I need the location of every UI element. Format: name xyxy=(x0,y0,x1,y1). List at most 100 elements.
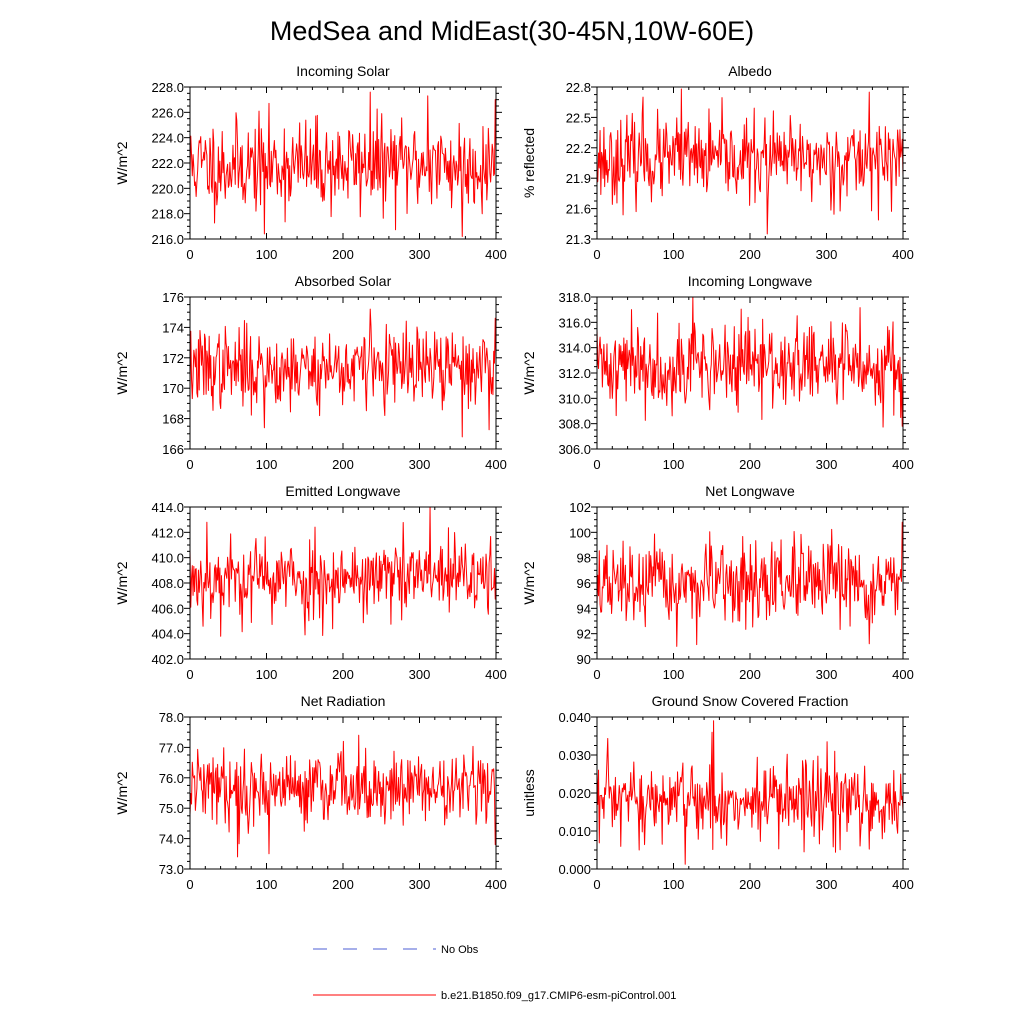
y-tick-label: 98 xyxy=(577,551,591,566)
y-tick-label: 22.2 xyxy=(566,141,591,156)
y-tick-label: 77.0 xyxy=(159,740,184,755)
legend: No Obs b.e21.B1850.f09_g17.CMIP6-esm-piC… xyxy=(313,944,676,1002)
y-tick-label: 0.000 xyxy=(558,862,591,877)
y-tick-label: 308.0 xyxy=(558,417,591,432)
y-tick-label: 218.0 xyxy=(151,207,184,222)
y-tick-label: 21.3 xyxy=(566,232,591,247)
y-tick-label: 176 xyxy=(162,290,184,305)
x-tick-label: 100 xyxy=(663,667,685,682)
y-axis-label: W/m^2 xyxy=(521,351,537,394)
panel-incoming-longwave: 0 100 200 300 400 306.0 308.0 310.0 312.0 314.0 31… xyxy=(521,273,914,472)
y-axis-label: W/m^2 xyxy=(114,561,130,604)
y-tick-label: 172 xyxy=(162,351,184,366)
y-tick-label: 94 xyxy=(577,601,591,616)
y-tick-label: 0.010 xyxy=(558,824,591,839)
x-tick-label: 0 xyxy=(593,877,600,892)
x-tick-label: 400 xyxy=(485,877,507,892)
series-line xyxy=(596,296,904,428)
x-tick-label: 0 xyxy=(593,247,600,262)
panel-incoming-solar: 0 100 200 300 400 216.0 218.0 220.0 222.0 224.0 22… xyxy=(114,63,507,262)
x-tick-label: 300 xyxy=(816,667,838,682)
series-line xyxy=(189,308,497,438)
y-tick-label: 406.0 xyxy=(151,601,184,616)
figure-title: MedSea and MidEast(30-45N,10W-60E) xyxy=(270,16,754,46)
y-tick-label: 316.0 xyxy=(558,315,591,330)
x-tick-label: 300 xyxy=(409,667,431,682)
x-tick-label: 400 xyxy=(485,667,507,682)
y-tick-label: 174 xyxy=(162,320,184,335)
panel-title: Emitted Longwave xyxy=(285,483,400,499)
panel-net-radiation: 0 100 200 300 400 73.0 74.0 75.0 76.0 77.0 78.0 W/m… xyxy=(114,693,507,892)
panel-emitted-longwave: 0 100 200 300 400 402.0 404.0 406.0 408.0 410.0 41… xyxy=(114,483,507,682)
x-tick-label: 400 xyxy=(892,667,914,682)
x-tick-label: 200 xyxy=(739,667,761,682)
y-tick-label: 21.6 xyxy=(566,202,591,217)
y-tick-label: 90 xyxy=(577,652,591,667)
series-line xyxy=(189,91,497,237)
y-tick-label: 222.0 xyxy=(151,156,184,171)
y-tick-label: 414.0 xyxy=(151,500,184,515)
y-tick-label: 224.0 xyxy=(151,131,184,146)
y-tick-label: 75.0 xyxy=(159,801,184,816)
x-tick-label: 200 xyxy=(332,667,354,682)
y-axis-label: unitless xyxy=(521,769,537,816)
y-tick-label: 226.0 xyxy=(151,105,184,120)
series-line xyxy=(189,734,497,858)
y-tick-label: 0.040 xyxy=(558,710,591,725)
x-tick-label: 100 xyxy=(256,667,278,682)
x-tick-label: 0 xyxy=(186,667,193,682)
y-tick-label: 100 xyxy=(569,525,591,540)
x-tick-label: 400 xyxy=(892,247,914,262)
x-tick-label: 300 xyxy=(409,877,431,892)
y-tick-label: 22.8 xyxy=(566,80,591,95)
x-tick-label: 200 xyxy=(332,877,354,892)
y-tick-label: 92 xyxy=(577,627,591,642)
x-tick-label: 0 xyxy=(186,457,193,472)
y-tick-label: 402.0 xyxy=(151,652,184,667)
y-tick-label: 78.0 xyxy=(159,710,184,725)
x-tick-label: 0 xyxy=(186,877,193,892)
y-tick-label: 168 xyxy=(162,412,184,427)
y-tick-label: 220.0 xyxy=(151,181,184,196)
x-tick-label: 300 xyxy=(409,457,431,472)
y-tick-label: 166 xyxy=(162,442,184,457)
y-axis-label: W/m^2 xyxy=(114,351,130,394)
y-axis-label: % reflected xyxy=(521,128,537,198)
x-tick-label: 300 xyxy=(409,247,431,262)
y-tick-label: 408.0 xyxy=(151,576,184,591)
y-tick-label: 404.0 xyxy=(151,627,184,642)
x-tick-label: 400 xyxy=(892,877,914,892)
y-tick-label: 228.0 xyxy=(151,80,184,95)
y-tick-label: 76.0 xyxy=(159,771,184,786)
x-tick-label: 400 xyxy=(485,247,507,262)
x-tick-label: 300 xyxy=(816,877,838,892)
legend-obs-label: No Obs xyxy=(441,944,479,956)
x-tick-label: 300 xyxy=(816,457,838,472)
y-tick-label: 318.0 xyxy=(558,290,591,305)
panel-net-longwave: 0 100 200 300 400 90 92 94 96 98 100 102 W/m^2 Net Lo… xyxy=(521,483,914,682)
panel-ground-snow-covered-fraction: 0 100 200 300 400 0.000 0.010 0.020 0.030 0.040 un… xyxy=(521,693,914,892)
x-tick-label: 0 xyxy=(593,457,600,472)
y-tick-label: 306.0 xyxy=(558,442,591,457)
y-tick-label: 216.0 xyxy=(151,232,184,247)
panel-title: Incoming Longwave xyxy=(688,273,813,289)
y-tick-label: 21.9 xyxy=(566,171,591,186)
x-tick-label: 200 xyxy=(739,457,761,472)
y-tick-label: 0.020 xyxy=(558,786,591,801)
panel-albedo: 0 100 200 300 400 21.3 21.6 21.9 22.2 22.5 22.8 % r… xyxy=(521,63,914,262)
series-line xyxy=(596,521,904,647)
x-tick-label: 100 xyxy=(663,247,685,262)
x-tick-label: 300 xyxy=(816,247,838,262)
y-tick-label: 312.0 xyxy=(558,366,591,381)
x-tick-label: 100 xyxy=(256,247,278,262)
y-tick-label: 314.0 xyxy=(558,341,591,356)
series-line xyxy=(189,506,497,637)
y-tick-label: 73.0 xyxy=(159,862,184,877)
y-tick-label: 102 xyxy=(569,500,591,515)
y-tick-label: 412.0 xyxy=(151,525,184,540)
x-tick-label: 100 xyxy=(663,457,685,472)
panel-absorbed-solar: 0 100 200 300 400 166 168 170 172 174 176 W/m^2 Abso… xyxy=(114,273,507,472)
legend-model-label: b.e21.B1850.f09_g17.CMIP6-esm-piControl.… xyxy=(441,990,676,1002)
y-axis-label: W/m^2 xyxy=(114,141,130,184)
